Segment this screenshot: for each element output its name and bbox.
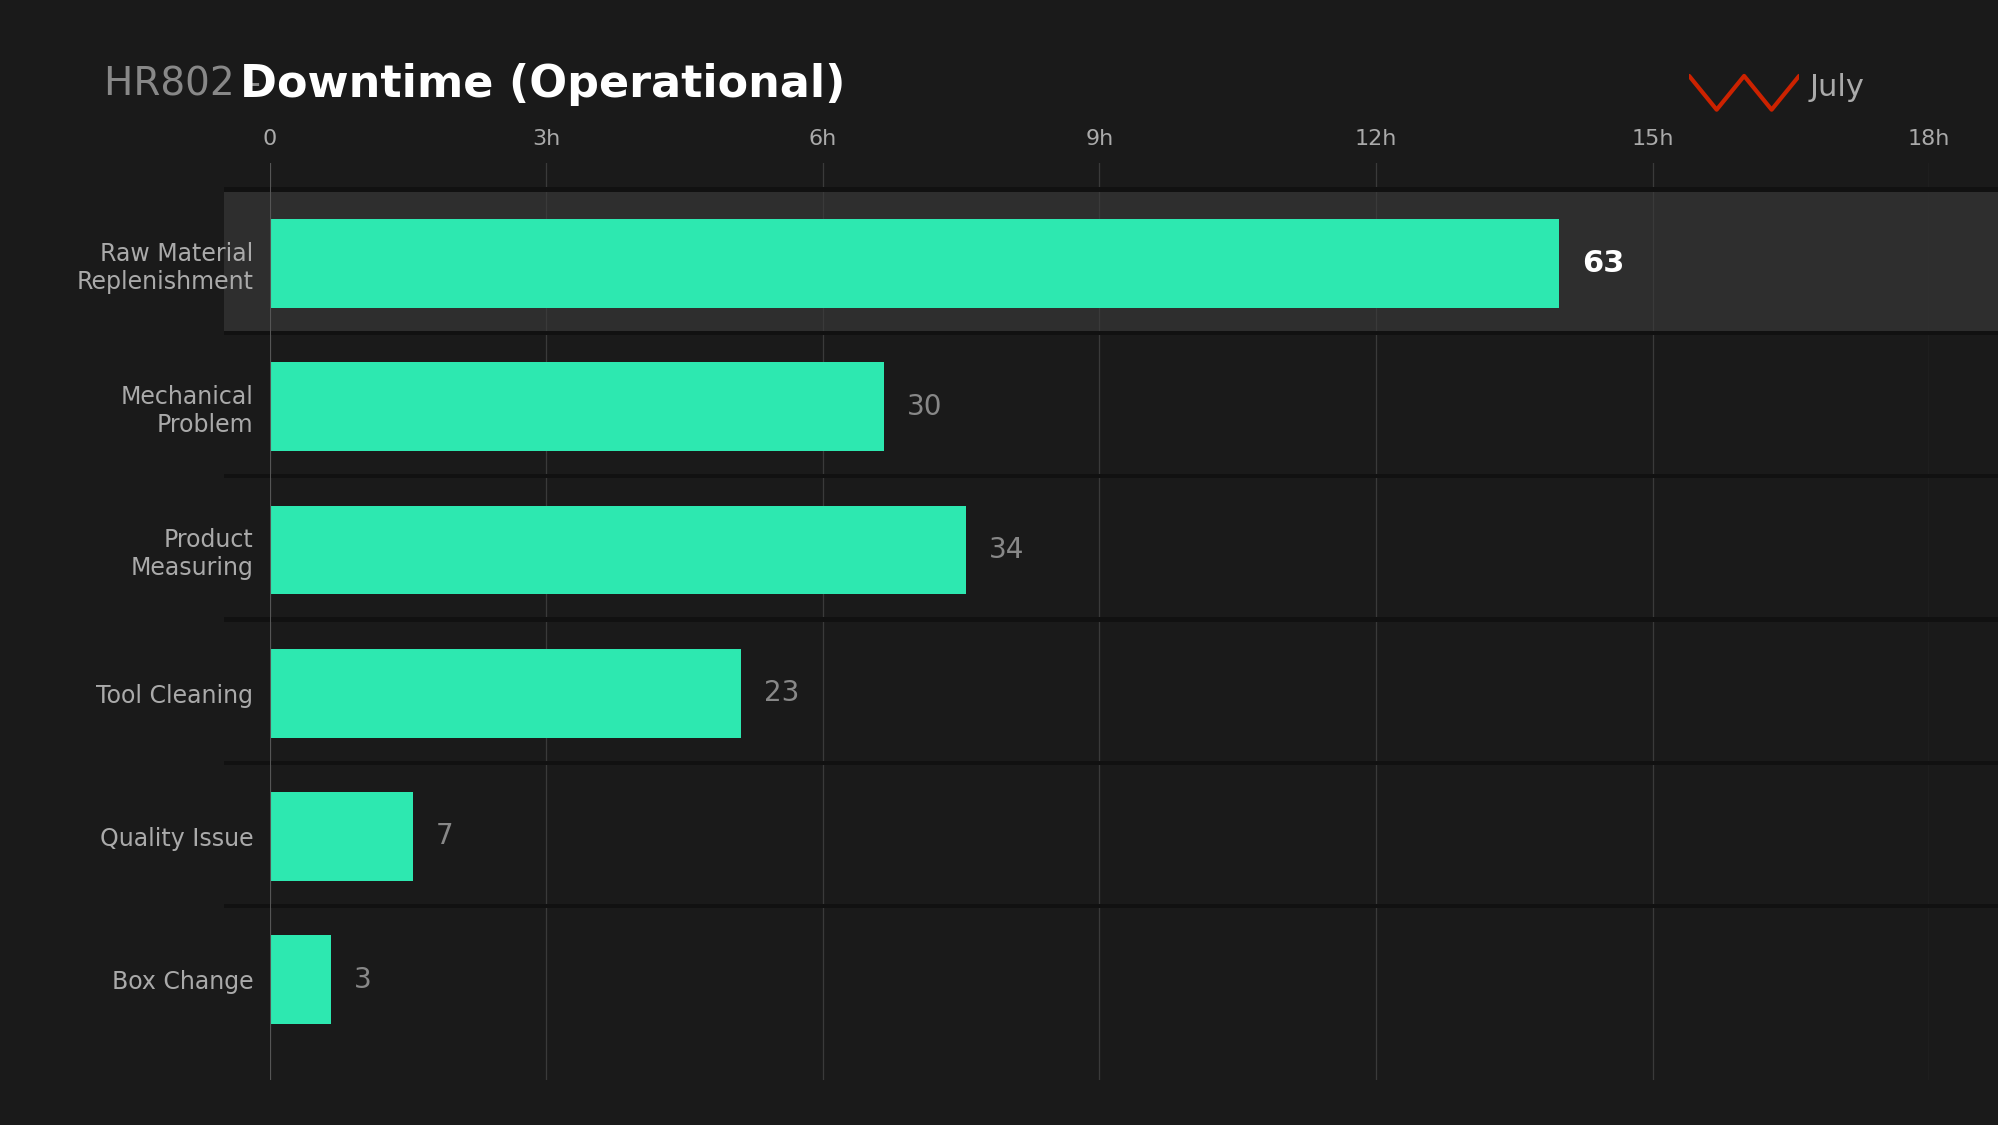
- Bar: [224, 188, 1998, 191]
- Bar: [224, 618, 1998, 621]
- Text: 23: 23: [763, 680, 799, 708]
- Text: Downtime (Operational): Downtime (Operational): [240, 63, 845, 106]
- Bar: [270, 505, 965, 594]
- Text: 3: 3: [354, 965, 372, 993]
- Text: 7: 7: [436, 822, 454, 850]
- Text: 63: 63: [1580, 249, 1624, 278]
- Bar: [270, 649, 739, 738]
- Text: July: July: [1808, 73, 1862, 102]
- Text: HR802 -: HR802 -: [104, 65, 274, 104]
- Bar: [270, 362, 883, 451]
- Text: 30: 30: [907, 393, 941, 421]
- Bar: [270, 935, 332, 1024]
- Bar: [224, 474, 1998, 478]
- Bar: [224, 331, 1998, 335]
- Bar: [224, 760, 1998, 765]
- Text: 34: 34: [989, 536, 1023, 564]
- Bar: [224, 191, 1998, 335]
- Bar: [270, 792, 414, 881]
- Bar: [224, 903, 1998, 908]
- Bar: [270, 219, 1558, 308]
